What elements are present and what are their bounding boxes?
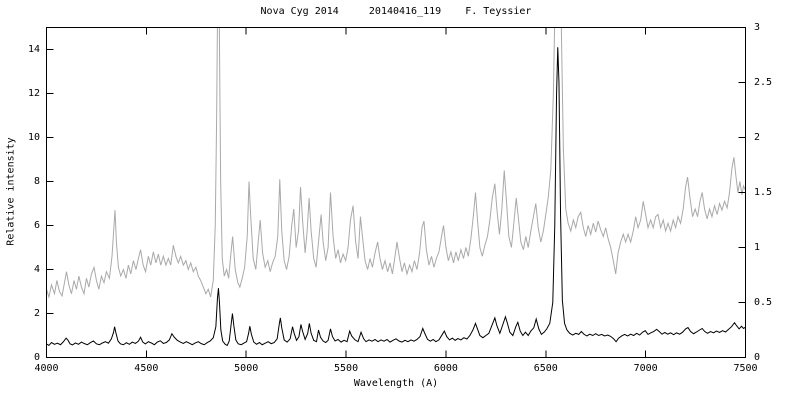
y-right-tick-label: 3 <box>754 21 761 33</box>
y-right-tick-label: 0.5 <box>754 296 773 308</box>
y-left-tick-label: 2 <box>33 307 40 319</box>
plot-frame <box>46 27 746 358</box>
y-left-tick-label: 12 <box>27 87 40 99</box>
y-right-tick-label: 1 <box>754 241 761 253</box>
series-line-nova-spectrum-black <box>46 47 746 347</box>
y-left-tick-label: 10 <box>27 131 40 143</box>
y-left-tick-label: 14 <box>27 43 40 55</box>
y-right-tick-label: 1.5 <box>754 186 773 198</box>
x-tick-label: 6500 <box>533 363 558 374</box>
y-left-tick-label: 6 <box>33 219 40 231</box>
x-tick-label: 7500 <box>733 363 758 374</box>
y-left-tick-label: 0 <box>33 351 40 363</box>
y-right-tick-label: 2.5 <box>754 76 773 88</box>
x-tick-label: 7000 <box>633 363 658 374</box>
chart-title: Nova Cyg 2014 20140416_119 F. Teyssier <box>260 6 532 17</box>
y-right-tick-label: 0 <box>754 351 761 363</box>
y-right-tick-label: 2 <box>754 131 761 143</box>
x-axis-label: Wavelength (A) <box>353 378 439 389</box>
x-tick-label: 5000 <box>234 363 259 374</box>
x-tick-label: 6000 <box>433 363 458 374</box>
series-line-reference-spectrum-gray <box>46 27 746 299</box>
x-tick-label: 4500 <box>134 363 159 374</box>
y-left-tick-label: 4 <box>33 263 40 275</box>
x-tick-label: 4000 <box>34 363 59 374</box>
y-left-tick-label: 8 <box>33 175 40 187</box>
x-tick-label: 5500 <box>334 363 359 374</box>
